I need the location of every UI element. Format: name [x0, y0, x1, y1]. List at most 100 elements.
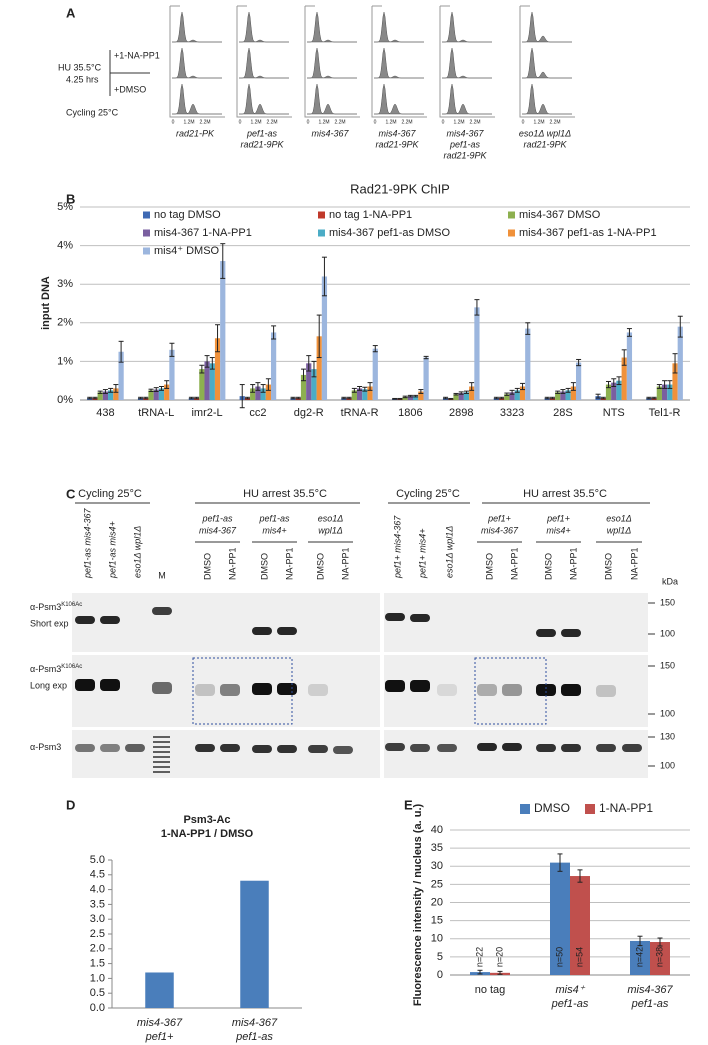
- error-bar: [662, 380, 668, 389]
- n-label: n=22: [474, 947, 484, 967]
- bar: [164, 384, 170, 400]
- error-bar: [341, 396, 347, 400]
- lane-label: pef1+ mis4+: [417, 528, 427, 579]
- panel-letter: D: [66, 797, 75, 812]
- histogram: [442, 47, 492, 79]
- row-label: α-Psm3K106Ac: [30, 602, 82, 613]
- highlight-box: [474, 657, 547, 725]
- antibody: α-Psm3: [30, 602, 61, 612]
- bar: [351, 390, 357, 400]
- bar: [311, 369, 317, 400]
- band: [561, 629, 581, 637]
- legend-label: no tag DMSO: [154, 209, 221, 221]
- histogram: [307, 11, 357, 43]
- error-bar: [215, 324, 221, 353]
- antibody-site: K106Ac: [61, 664, 82, 670]
- strain-label: rad21-9PK: [443, 150, 487, 160]
- band: [277, 627, 297, 635]
- x-tick-label: pef1-as: [631, 998, 669, 1010]
- error-bar: [677, 315, 683, 338]
- y-tick-label: 4.0: [90, 884, 105, 896]
- histogram-frame: [439, 6, 495, 118]
- band: [410, 744, 430, 752]
- lane-label: DMSO: [259, 553, 269, 580]
- bar: [677, 326, 683, 400]
- n-label: n=50: [554, 947, 564, 967]
- legend-swatch: [585, 804, 595, 814]
- error-bar: [646, 396, 652, 400]
- bar: [260, 388, 266, 400]
- error-bar: [209, 357, 215, 370]
- error-bar: [87, 396, 93, 400]
- error-bar: [469, 382, 475, 391]
- bar: [265, 384, 271, 400]
- y-tick-label: 0.5: [90, 987, 105, 999]
- condition-label: +1-NA-PP1: [114, 50, 160, 60]
- error-bar: [306, 355, 312, 372]
- band: [195, 684, 215, 696]
- error-bar: [199, 364, 205, 374]
- bar: [650, 942, 670, 975]
- bar: [667, 384, 673, 400]
- bar: [575, 362, 582, 400]
- bar: [550, 862, 570, 975]
- bar: [316, 336, 322, 400]
- band: [561, 744, 581, 752]
- error-bar: [220, 243, 226, 279]
- error-bar: [549, 396, 555, 400]
- kda-marker: 150: [660, 660, 675, 670]
- error-bar: [301, 368, 307, 382]
- axis-tick: 2.2M: [469, 119, 480, 125]
- legend-swatch: [143, 211, 150, 219]
- band: [536, 744, 556, 752]
- error-bar: [555, 390, 561, 394]
- y-tick-label: 30: [431, 860, 443, 872]
- x-tick-label: pef1-as: [235, 1031, 273, 1043]
- x-tick-label: pef1+: [145, 1031, 174, 1043]
- bar: [407, 396, 414, 400]
- strain-label: pef1-as: [246, 128, 278, 138]
- bar: [169, 349, 175, 400]
- chart-subtitle: 1-NA-PP1 / DMSO: [161, 828, 254, 840]
- bar: [616, 380, 622, 400]
- axis-tick: 0: [172, 119, 175, 125]
- histogram: [307, 83, 357, 115]
- axis-tick: 1.2M: [453, 119, 464, 125]
- bar: [372, 348, 378, 400]
- group-label: pef1-as: [201, 513, 233, 523]
- error-bar: [443, 396, 449, 400]
- bar: [621, 357, 627, 400]
- bar: [220, 261, 226, 400]
- lane-label: DMSO: [484, 553, 494, 580]
- blot-panel: [72, 593, 380, 652]
- band: [220, 744, 240, 752]
- band: [437, 684, 457, 696]
- antibody: α-Psm3: [30, 742, 61, 752]
- bar: [519, 386, 526, 400]
- bar: [463, 392, 470, 400]
- n-label: n=20: [494, 947, 504, 967]
- group-label: mis4-367: [199, 525, 237, 535]
- strain-label: rad21-PK: [176, 128, 215, 138]
- band: [100, 679, 120, 691]
- legend-label: mis4-367 1-NA-PP1: [154, 227, 252, 239]
- panel-letter: A: [66, 5, 76, 20]
- histogram-frame: [169, 6, 225, 118]
- error-bar: [250, 384, 256, 393]
- legend-label: mis4-367 pef1-as DMSO: [329, 227, 450, 239]
- lane-label: pef1+ mis4-367: [392, 515, 402, 579]
- exposure-label: Short exp: [30, 618, 69, 628]
- lane-label: NA-PP1: [227, 547, 237, 580]
- error-bar: [520, 382, 526, 391]
- blot-panel: [384, 730, 648, 778]
- y-tick-label: 1.0: [90, 972, 105, 984]
- n-label: n=38: [654, 947, 664, 967]
- strain-label: eso1Δ wpl1Δ: [519, 128, 571, 138]
- error-bar: [423, 355, 429, 360]
- y-tick-label: 0.0: [90, 1002, 105, 1014]
- band: [385, 613, 405, 621]
- bar: [509, 392, 515, 400]
- ladder-band: [153, 751, 170, 753]
- band: [410, 680, 430, 692]
- band: [596, 744, 616, 752]
